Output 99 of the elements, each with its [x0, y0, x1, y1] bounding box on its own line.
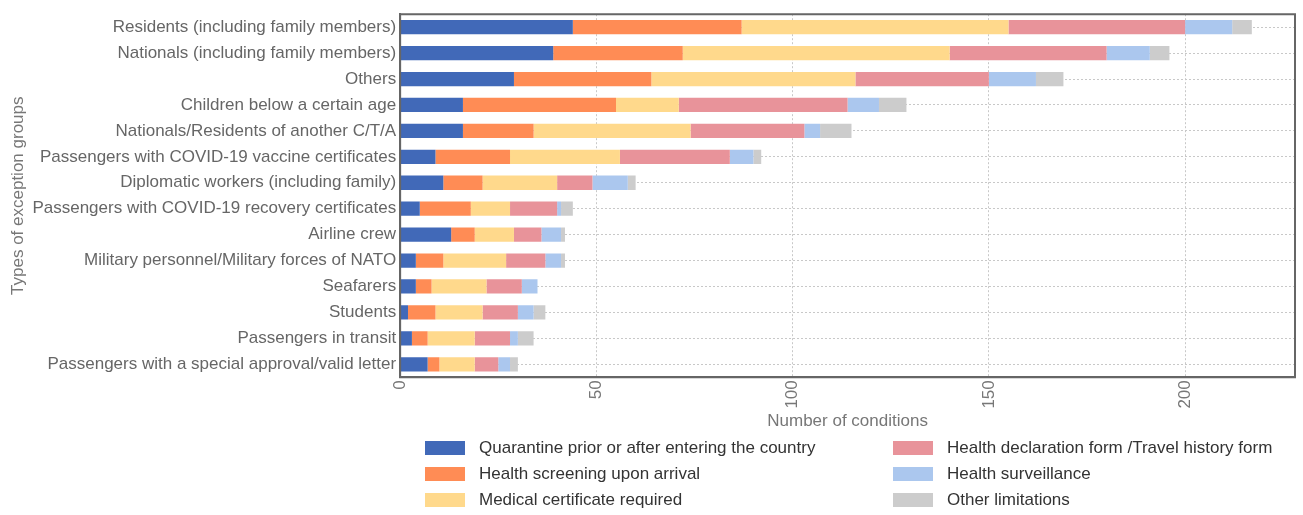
bar: [400, 71, 514, 87]
bar: [462, 97, 617, 113]
bar: [804, 123, 821, 139]
y-tick-label: Passengers with COVID-19 recovery certificates: [32, 198, 397, 218]
bar: [855, 71, 989, 87]
bar: [419, 201, 471, 216]
bar: [1185, 20, 1233, 35]
bar: [400, 20, 573, 35]
bar: [474, 357, 499, 372]
legend-label: Health surveillance: [947, 464, 1091, 484]
bar: [427, 331, 475, 346]
bar: [949, 45, 1107, 61]
bar: [400, 123, 463, 139]
bar: [510, 201, 558, 216]
bar: [682, 45, 950, 61]
bar: [678, 97, 848, 113]
bar: [400, 175, 444, 190]
bar: [729, 149, 754, 164]
bar: [541, 227, 562, 242]
bar: [651, 71, 856, 87]
y-tick-label: Diplomatic workers (including family): [120, 172, 397, 192]
bar: [400, 253, 416, 268]
bar: [435, 149, 511, 164]
bar: [427, 357, 440, 372]
y-tick-label: Students: [329, 302, 397, 322]
bar: [557, 175, 593, 190]
bar: [1035, 71, 1064, 87]
bar: [443, 253, 507, 268]
bar: [517, 305, 534, 320]
bar: [474, 227, 514, 242]
bar: [451, 227, 475, 242]
bar: [486, 279, 522, 294]
bar: [400, 357, 428, 372]
x-axis-title: Number of conditions: [767, 411, 928, 431]
bar: [847, 97, 879, 113]
bar: [474, 331, 511, 346]
y-tick-label: Others: [345, 68, 397, 88]
x-tick-label: 150: [978, 380, 998, 409]
bar: [513, 71, 652, 87]
bar: [400, 227, 452, 242]
bar: [435, 305, 483, 320]
bar: [400, 97, 463, 113]
y-tick-label: Nationals (including family members): [117, 42, 397, 62]
bar: [545, 253, 562, 268]
bar: [741, 20, 1009, 35]
y-tick-label: Passengers with a special approval/valid letter: [47, 353, 397, 373]
bar: [533, 123, 691, 139]
legend-label: Health screening upon arrival: [479, 464, 701, 484]
legend-label: Quarantine prior or after entering the country: [479, 438, 816, 458]
bar: [510, 149, 620, 164]
bar: [498, 357, 511, 372]
y-tick-label: Airline crew: [308, 224, 397, 244]
bar: [400, 201, 420, 216]
x-tick-label: 0: [389, 380, 409, 390]
bar: [470, 201, 511, 216]
bar: [400, 149, 436, 164]
bar: [510, 331, 518, 346]
bar: [506, 253, 546, 268]
bar: [462, 123, 534, 139]
legend-label: Other limitations: [947, 490, 1070, 510]
bar: [619, 149, 730, 164]
bar: [553, 45, 683, 61]
bar: [411, 331, 428, 346]
bar: [482, 305, 518, 320]
y-tick-label: Passengers with COVID-19 vaccine certificates: [39, 146, 397, 166]
bar: [400, 331, 412, 346]
y-tick-label: Children below a certain age: [180, 94, 397, 114]
bar: [1008, 20, 1186, 35]
legend-label: Medical certificate required: [479, 490, 683, 510]
legend-label: Health declaration form /Travel history form: [947, 438, 1273, 458]
bar: [820, 123, 852, 139]
bar: [431, 279, 487, 294]
bar: [400, 279, 416, 294]
bar: [572, 20, 742, 35]
bar: [521, 279, 538, 294]
bar: [407, 305, 436, 320]
x-tick-label: 50: [586, 380, 606, 400]
bar: [482, 175, 558, 190]
bar: [592, 175, 628, 190]
bar: [988, 71, 1036, 87]
bar: [690, 123, 805, 139]
y-tick-label: Nationals/Residents of another C/T/A: [115, 120, 397, 140]
bar: [400, 45, 554, 61]
bar: [439, 357, 475, 372]
bar: [443, 175, 483, 190]
y-tick-label: Military personnel/Military forces of NATO: [84, 250, 397, 270]
y-tick-label: Residents (including family members): [112, 16, 397, 36]
y-tick-label: Seafarers: [322, 276, 397, 296]
bar: [1106, 45, 1150, 61]
x-tick-label: 100: [782, 380, 802, 409]
bar: [557, 201, 562, 216]
bar: [415, 279, 432, 294]
x-tick-label: 200: [1174, 380, 1194, 409]
bar: [415, 253, 444, 268]
y-axis-title: Types of exception groups: [7, 96, 27, 295]
y-tick-label: Passengers in transit: [237, 328, 397, 348]
bar: [400, 305, 408, 320]
bar: [513, 227, 542, 242]
bar: [616, 97, 679, 113]
